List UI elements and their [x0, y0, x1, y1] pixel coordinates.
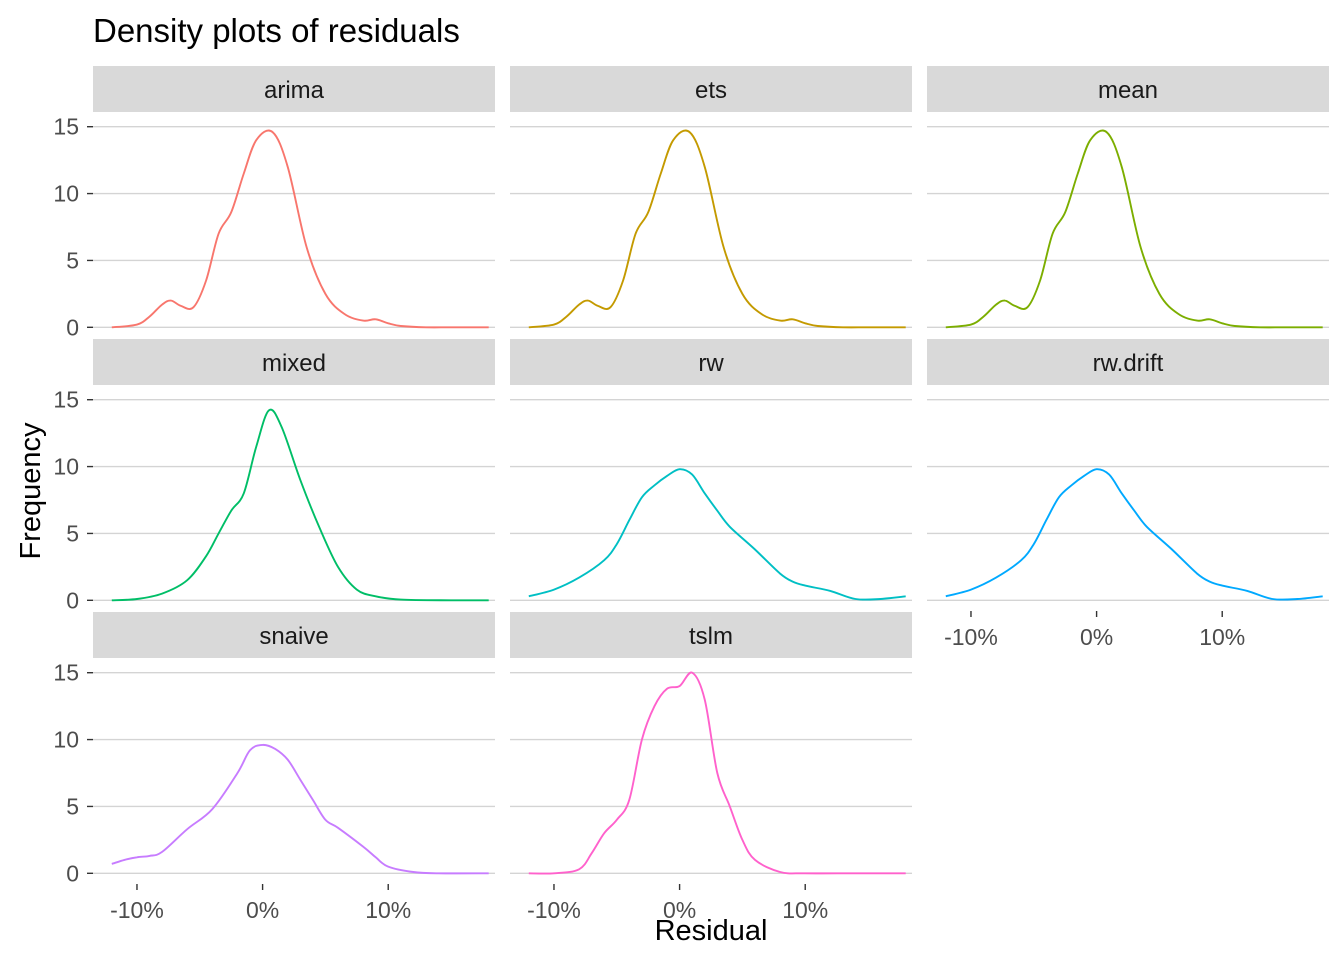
facet-strip — [93, 612, 495, 658]
facet-strip-label: rw — [698, 350, 724, 377]
facet-panel-mean: mean — [927, 66, 1329, 329]
y-tick-label: 15 — [53, 660, 79, 686]
facet-strip-label: rw.drift — [1093, 350, 1164, 377]
x-tick-label: -10% — [527, 897, 581, 923]
facet-panel-rw: rw — [510, 339, 912, 602]
x-tick-label: 10% — [365, 897, 411, 923]
facet-panel-rw-drift: rw.drift -10% 0% 10% — [927, 339, 1329, 650]
y-axis-label: Frequency — [15, 422, 47, 560]
y-tick-label: 0 — [66, 587, 79, 613]
x-tick-label: 10% — [782, 897, 828, 923]
facet-strip — [93, 66, 495, 112]
x-tick-label: 0% — [246, 897, 279, 923]
x-axis-label: Residual — [655, 915, 768, 947]
facet-strip — [927, 66, 1329, 112]
density-line-rw — [528, 468, 906, 601]
x-tick-label: 10% — [1199, 624, 1245, 650]
facet-strip — [927, 339, 1329, 385]
facet-grid: arima 0 5 10 15 ets mean mixed 0 5 10 15 rw rw.drift -… — [53, 66, 1329, 923]
facet-panel-mixed: mixed 0 5 10 15 — [53, 339, 495, 613]
y-tick-label: 0 — [66, 314, 79, 340]
y-tick-label: 15 — [53, 114, 79, 140]
facet-strip — [93, 339, 495, 385]
x-tick-label: 0% — [1080, 624, 1113, 650]
x-tick-label: 0% — [663, 897, 696, 923]
chart-title: Density plots of residuals — [93, 12, 460, 49]
density-line-rw-drift — [945, 468, 1323, 601]
facet-panel-tslm: tslm -10% 0% 10% — [510, 612, 912, 923]
density-line-ets — [528, 129, 906, 329]
x-tick-label: -10% — [110, 897, 164, 923]
y-tick-label: 5 — [66, 247, 79, 273]
facet-panel-snaive: snaive 0 5 10 15 -10% 0% 10% — [53, 612, 495, 923]
facet-strip-label: arima — [264, 77, 325, 104]
facet-strip — [510, 612, 912, 658]
y-tick-label: 10 — [53, 454, 79, 480]
y-tick-label: 5 — [66, 520, 79, 546]
facet-strip-label: tslm — [689, 623, 733, 650]
y-tick-label: 10 — [53, 727, 79, 753]
facet-strip — [510, 339, 912, 385]
density-line-tslm — [528, 671, 906, 875]
y-tick-label: 10 — [53, 181, 79, 207]
y-tick-label: 15 — [53, 387, 79, 413]
facet-strip-label: ets — [695, 77, 727, 104]
facet-strip-label: mixed — [262, 350, 326, 377]
facet-strip — [510, 66, 912, 112]
y-tick-label: 5 — [66, 793, 79, 819]
facet-strip-label: mean — [1098, 77, 1158, 104]
density-line-mean — [945, 129, 1323, 329]
density-line-mixed — [111, 408, 489, 602]
density-line-snaive — [111, 743, 489, 875]
x-tick-label: -10% — [944, 624, 998, 650]
facet-strip-label: snaive — [259, 623, 328, 650]
y-tick-label: 0 — [66, 860, 79, 886]
facet-panel-ets: ets — [510, 66, 912, 329]
density-line-arima — [111, 129, 489, 329]
facet-panel-arima: arima 0 5 10 15 — [53, 66, 495, 340]
